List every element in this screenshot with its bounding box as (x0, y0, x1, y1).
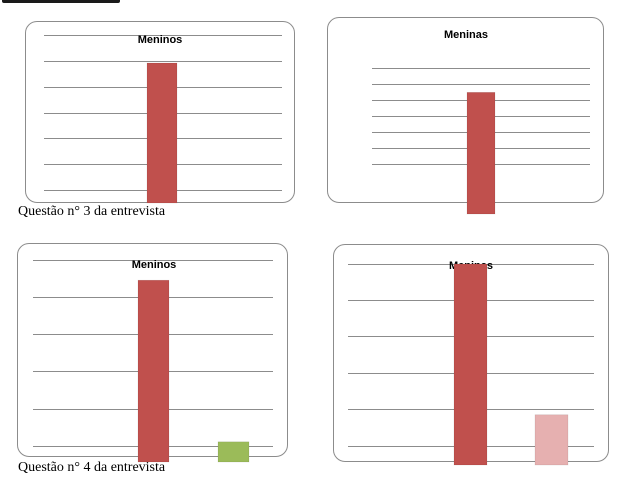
caption-question-4: Questão n° 4 da entrevista (18, 460, 166, 475)
bar (217, 441, 250, 463)
bar (137, 279, 170, 463)
caption-question-3: Questão n° 3 da entrevista (18, 204, 166, 219)
chart-svg: Meninos (44, 34, 282, 204)
cropped-heading-fragment (2, 0, 120, 3)
bar (534, 414, 569, 466)
chart-svg: Meninas (348, 260, 594, 466)
chart-q4-meninos: Meninos (17, 243, 288, 463)
chart-title: Meninos (138, 34, 183, 46)
chart-svg: Meninos (33, 259, 273, 463)
bar (453, 263, 488, 466)
bar (146, 62, 178, 204)
chart-q3-meninas: Meninas (327, 17, 604, 215)
bar (466, 92, 496, 215)
chart-title: Meninos (132, 259, 177, 271)
chart-svg: Meninas (372, 29, 590, 215)
chart-q3-meninos: Meninos (25, 21, 295, 204)
chart-q4-meninas: Meninas (333, 244, 609, 466)
chart-title: Meninas (444, 29, 488, 41)
